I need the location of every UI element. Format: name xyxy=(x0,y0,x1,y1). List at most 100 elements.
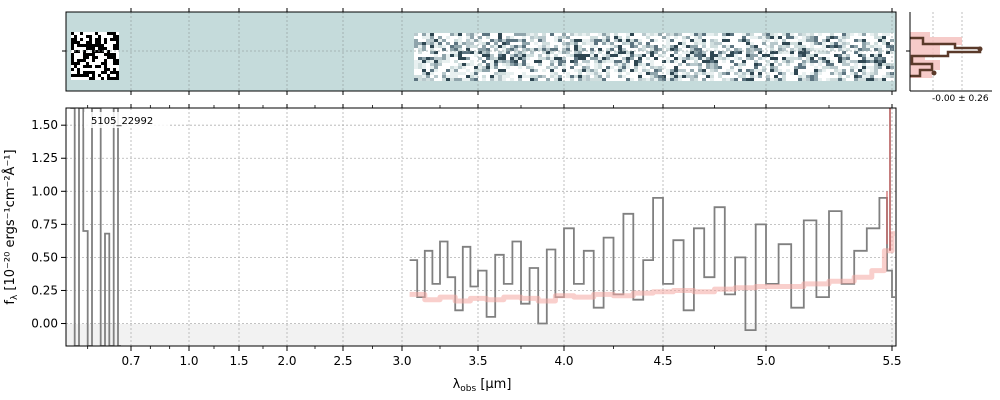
pixel xyxy=(750,78,754,81)
pixel xyxy=(826,63,830,66)
pixel xyxy=(95,32,98,35)
pixel xyxy=(582,72,586,75)
pixel xyxy=(570,36,574,39)
pixel xyxy=(514,51,518,54)
pixel xyxy=(726,60,730,63)
pixel xyxy=(862,69,866,72)
pixel xyxy=(794,39,798,42)
pixel xyxy=(582,36,586,39)
pixel xyxy=(414,60,418,63)
pixel xyxy=(746,66,750,69)
pixel xyxy=(450,45,454,48)
pixel xyxy=(810,51,814,54)
pixel xyxy=(71,68,74,71)
pixel xyxy=(874,39,878,42)
pixel xyxy=(466,45,470,48)
pixel xyxy=(866,45,870,48)
pixel xyxy=(738,66,742,69)
pixel xyxy=(682,36,686,39)
pixel xyxy=(638,57,642,60)
pixel xyxy=(546,75,550,78)
pixel xyxy=(98,65,101,68)
pixel xyxy=(538,75,542,78)
pixel xyxy=(116,35,119,38)
pixel xyxy=(470,63,474,66)
pixel xyxy=(658,78,662,81)
pixel xyxy=(714,39,718,42)
pixel xyxy=(95,77,98,80)
pixel xyxy=(474,36,478,39)
pixel xyxy=(526,42,530,45)
pixel xyxy=(786,42,790,45)
pixel xyxy=(830,75,834,78)
pixel xyxy=(850,60,854,63)
pixel xyxy=(462,42,466,45)
pixel xyxy=(650,39,654,42)
pixel xyxy=(462,51,466,54)
pixel xyxy=(558,60,562,63)
pixel xyxy=(770,66,774,69)
pixel xyxy=(810,72,814,75)
pixel xyxy=(674,75,678,78)
pixel xyxy=(738,51,742,54)
pixel xyxy=(642,57,646,60)
pixel xyxy=(558,48,562,51)
pixel xyxy=(498,60,502,63)
pixel xyxy=(514,60,518,63)
pixel xyxy=(71,62,74,65)
pixel xyxy=(646,51,650,54)
pixel xyxy=(846,42,850,45)
pixel xyxy=(618,72,622,75)
pixel xyxy=(530,66,534,69)
pixel xyxy=(610,33,614,36)
pixel xyxy=(622,66,626,69)
pixel xyxy=(826,39,830,42)
pixel xyxy=(107,77,110,80)
pixel xyxy=(414,63,418,66)
pixel xyxy=(662,39,666,42)
pixel xyxy=(686,72,690,75)
pixel xyxy=(92,50,95,53)
pixel xyxy=(578,69,582,72)
pixel xyxy=(770,33,774,36)
pixel xyxy=(794,57,798,60)
pixel xyxy=(662,66,666,69)
x-tick-label: 3.5 xyxy=(468,354,487,368)
pixel xyxy=(570,66,574,69)
pixel xyxy=(95,59,98,62)
pixel xyxy=(702,63,706,66)
pixel xyxy=(682,39,686,42)
pixel xyxy=(71,65,74,68)
pixel xyxy=(702,51,706,54)
pixel xyxy=(746,63,750,66)
pixel xyxy=(546,39,550,42)
pixel xyxy=(818,72,822,75)
pixel xyxy=(650,75,654,78)
pixel xyxy=(766,48,770,51)
pixel xyxy=(866,42,870,45)
pixel xyxy=(638,78,642,81)
pixel xyxy=(670,66,674,69)
pixel xyxy=(101,74,104,77)
pixel xyxy=(722,48,726,51)
pixel xyxy=(750,66,754,69)
pixel xyxy=(726,66,730,69)
pixel xyxy=(414,69,418,72)
pixel xyxy=(854,60,858,63)
pixel xyxy=(104,44,107,47)
pixel xyxy=(104,74,107,77)
pixel xyxy=(810,42,814,45)
pixel xyxy=(422,45,426,48)
pixel xyxy=(414,54,418,57)
pixel xyxy=(474,39,478,42)
pixel xyxy=(698,36,702,39)
pixel xyxy=(630,78,634,81)
pixel xyxy=(870,66,874,69)
pixel xyxy=(418,75,422,78)
pixel xyxy=(638,72,642,75)
pixel xyxy=(446,57,450,60)
pixel xyxy=(546,57,550,60)
pixel xyxy=(730,48,734,51)
pixel xyxy=(113,71,116,74)
pixel xyxy=(854,33,858,36)
